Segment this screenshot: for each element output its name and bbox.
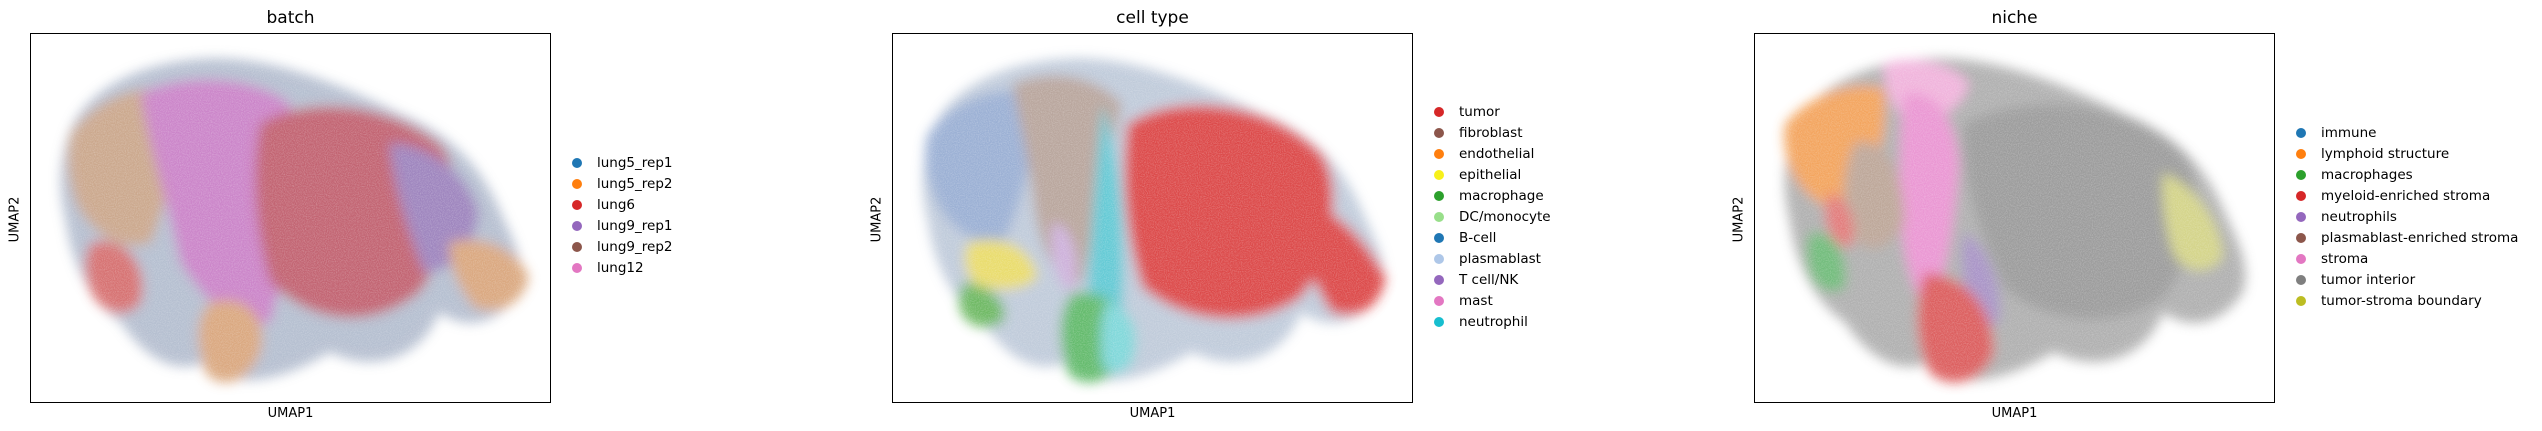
legend-label: DC/monocyte	[1459, 208, 1551, 225]
legend-marker-icon	[2296, 211, 2306, 222]
legend-item: fibroblast	[1434, 122, 1551, 143]
legend-marker-icon	[2296, 169, 2306, 180]
legend-item: lung12	[572, 257, 673, 278]
legend-item: DC/monocyte	[1434, 206, 1551, 227]
legend-label: lung5_rep1	[597, 154, 673, 171]
x-axis-label: UMAP1	[267, 406, 314, 421]
legend-marker-icon	[572, 199, 582, 210]
legend-item: T cell/NK	[1434, 269, 1551, 290]
legend-marker-icon	[1434, 316, 1444, 327]
legend-marker-icon	[572, 220, 582, 231]
legend-item: plasmablast-enriched stroma	[2296, 227, 2518, 248]
legend-label: myeloid-enriched stroma	[2321, 187, 2491, 204]
legend-item: B-cell	[1434, 227, 1551, 248]
legend-marker-icon	[1434, 148, 1444, 159]
legend-marker-icon	[1434, 295, 1444, 306]
legend-marker-icon	[572, 241, 582, 252]
x-axis-label: UMAP1	[1991, 406, 2038, 421]
legend-marker-icon	[2296, 148, 2306, 159]
legend-item: lung9_rep2	[572, 236, 673, 257]
legend-label: tumor-stroma boundary	[2321, 292, 2482, 309]
legend-marker-icon	[2296, 127, 2306, 138]
legend-marker-icon	[2296, 253, 2306, 264]
legend-label: fibroblast	[1459, 124, 1523, 141]
legend-item: tumor-stroma boundary	[2296, 290, 2518, 311]
legend: immune lymphoid structure macrophages myelo…	[2296, 122, 2518, 311]
y-axis-label: UMAP2	[7, 196, 23, 243]
legend-label: plasmablast-enriched stroma	[2321, 229, 2519, 246]
plot-area	[1754, 33, 2275, 403]
legend-label: neutrophil	[1459, 313, 1528, 330]
legend-item: macrophage	[1434, 185, 1551, 206]
legend-item: epithelial	[1434, 164, 1551, 185]
legend-item: lung5_rep2	[572, 173, 673, 194]
legend-item: myeloid-enriched stroma	[2296, 185, 2518, 206]
legend-label: epithelial	[1459, 166, 1522, 183]
legend-item: tumor	[1434, 101, 1551, 122]
legend-marker-icon	[572, 178, 582, 189]
legend-marker-icon	[1434, 253, 1444, 264]
panel-title: batch	[266, 8, 315, 28]
legend-item: lung6	[572, 194, 673, 215]
plot-area	[892, 33, 1413, 403]
legend-marker-icon	[1434, 211, 1444, 222]
legend-item: lung9_rep1	[572, 215, 673, 236]
umap-scatter	[1755, 34, 2274, 402]
legend-label: lung9_rep2	[597, 238, 673, 255]
legend-label: B-cell	[1459, 229, 1497, 246]
plot-area	[30, 33, 551, 403]
legend-label: tumor interior	[2321, 271, 2416, 288]
legend-marker-icon	[2296, 232, 2306, 243]
legend-item: endothelial	[1434, 143, 1551, 164]
legend-label: T cell/NK	[1459, 271, 1519, 288]
umap-scatter	[31, 34, 550, 402]
legend-marker-icon	[572, 157, 582, 168]
legend-marker-icon	[2296, 295, 2306, 306]
legend-marker-icon	[1434, 190, 1444, 201]
legend-marker-icon	[1434, 232, 1444, 243]
legend: lung5_rep1 lung5_rep2 lung6 lung9_rep1 lung9…	[572, 152, 673, 278]
legend-label: lymphoid structure	[2321, 145, 2450, 162]
legend-item: macrophages	[2296, 164, 2518, 185]
legend-label: macrophages	[2321, 166, 2413, 183]
legend-marker-icon	[1434, 106, 1444, 117]
y-axis-label: UMAP2	[869, 196, 885, 243]
legend-label: macrophage	[1459, 187, 1544, 204]
y-axis-label: UMAP2	[1731, 196, 1747, 243]
legend-label: lung9_rep1	[597, 217, 673, 234]
legend-item: lung5_rep1	[572, 152, 673, 173]
legend-item: neutrophils	[2296, 206, 2518, 227]
umap-scatter	[893, 34, 1412, 402]
legend-label: lung6	[597, 196, 636, 213]
legend-marker-icon	[572, 262, 582, 273]
legend-label: stroma	[2321, 250, 2369, 267]
legend-item: neutrophil	[1434, 311, 1551, 332]
panel-title: cell type	[1116, 8, 1189, 28]
legend-item: tumor interior	[2296, 269, 2518, 290]
legend-marker-icon	[2296, 190, 2306, 201]
legend-marker-icon	[1434, 169, 1444, 180]
legend-label: endothelial	[1459, 145, 1535, 162]
legend-item: lymphoid structure	[2296, 143, 2518, 164]
legend-label: neutrophils	[2321, 208, 2397, 225]
legend-label: mast	[1459, 292, 1493, 309]
legend-item: immune	[2296, 122, 2518, 143]
legend-marker-icon	[2296, 274, 2306, 285]
legend-marker-icon	[1434, 274, 1444, 285]
legend-label: plasmablast	[1459, 250, 1541, 267]
panel-title: niche	[1991, 8, 2038, 28]
legend-label: lung5_rep2	[597, 175, 673, 192]
legend-label: immune	[2321, 124, 2377, 141]
legend-marker-icon	[1434, 127, 1444, 138]
legend-item: plasmablast	[1434, 248, 1551, 269]
legend-label: lung12	[597, 259, 644, 276]
x-axis-label: UMAP1	[1129, 406, 1176, 421]
legend-item: stroma	[2296, 248, 2518, 269]
legend-label: tumor	[1459, 103, 1500, 120]
legend-item: mast	[1434, 290, 1551, 311]
legend: tumor fibroblast endothelial epithelial macr…	[1434, 101, 1551, 332]
